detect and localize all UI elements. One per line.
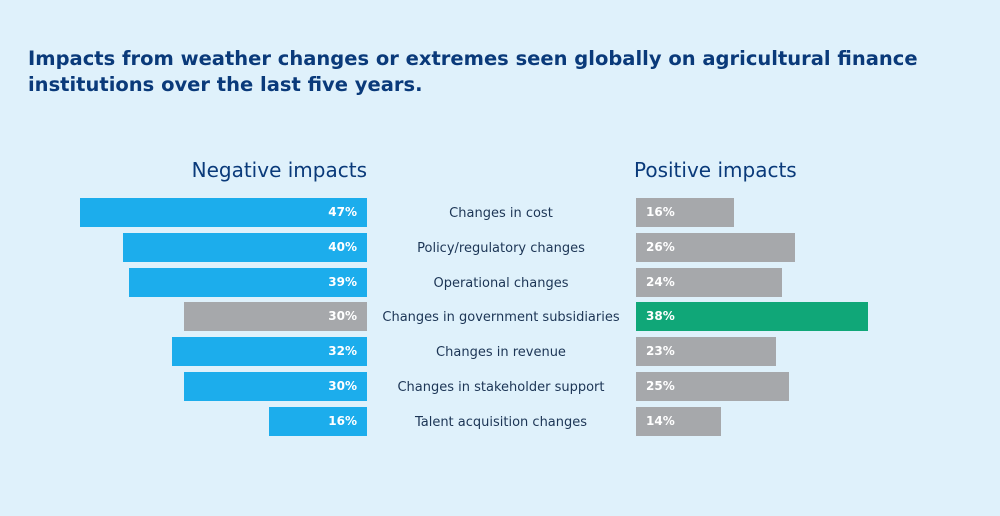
category-label: Policy/regulatory changes <box>417 240 585 256</box>
negative-bar: 47% <box>80 198 367 227</box>
chart-row: 40% Policy/regulatory changes 26% <box>0 232 1000 262</box>
positive-bar: 23% <box>636 337 777 367</box>
positive-impacts-heading: Positive impacts <box>634 158 797 182</box>
negative-bar: 39% <box>129 267 367 297</box>
negative-bar: 32% <box>171 337 367 367</box>
category-label: Changes in government subsidiaries <box>382 310 620 326</box>
chart-row: 30% Changes in stakeholder support 25% <box>0 372 1000 401</box>
negative-bar: 30% <box>184 372 367 401</box>
chart-row: 47% Changes in cost 16% <box>0 198 1000 227</box>
negative-bar: 30% <box>184 302 367 332</box>
positive-bar: 24% <box>636 267 783 297</box>
category-label: Changes in stakeholder support <box>397 380 605 395</box>
positive-bar: 14% <box>636 406 722 436</box>
category-label: Talent acquisition changes <box>414 414 588 430</box>
chart-row: 39% Operational changes 24% <box>0 267 1000 297</box>
category-label: Changes in revenue <box>436 345 566 361</box>
chart-row: 32% Changes in revenue 23% <box>0 337 1000 367</box>
positive-bar: 26% <box>636 232 795 262</box>
chart-row: 16% Talent acquisition changes 14% <box>0 406 1000 436</box>
positive-bar: 38% <box>636 302 868 332</box>
category-label: Changes in cost <box>449 206 553 221</box>
positive-bar: 16% <box>636 198 734 227</box>
chart-row: 30% Changes in government subsidiaries 38% <box>0 302 1000 332</box>
category-label: Operational changes <box>433 275 569 291</box>
negative-bar: 16% <box>269 406 367 436</box>
negative-bar: 40% <box>123 232 367 262</box>
chart-title: Impacts from weather changes or extremes… <box>28 47 918 96</box>
positive-bar: 25% <box>636 372 789 401</box>
negative-impacts-heading: Negative impacts <box>191 158 367 182</box>
